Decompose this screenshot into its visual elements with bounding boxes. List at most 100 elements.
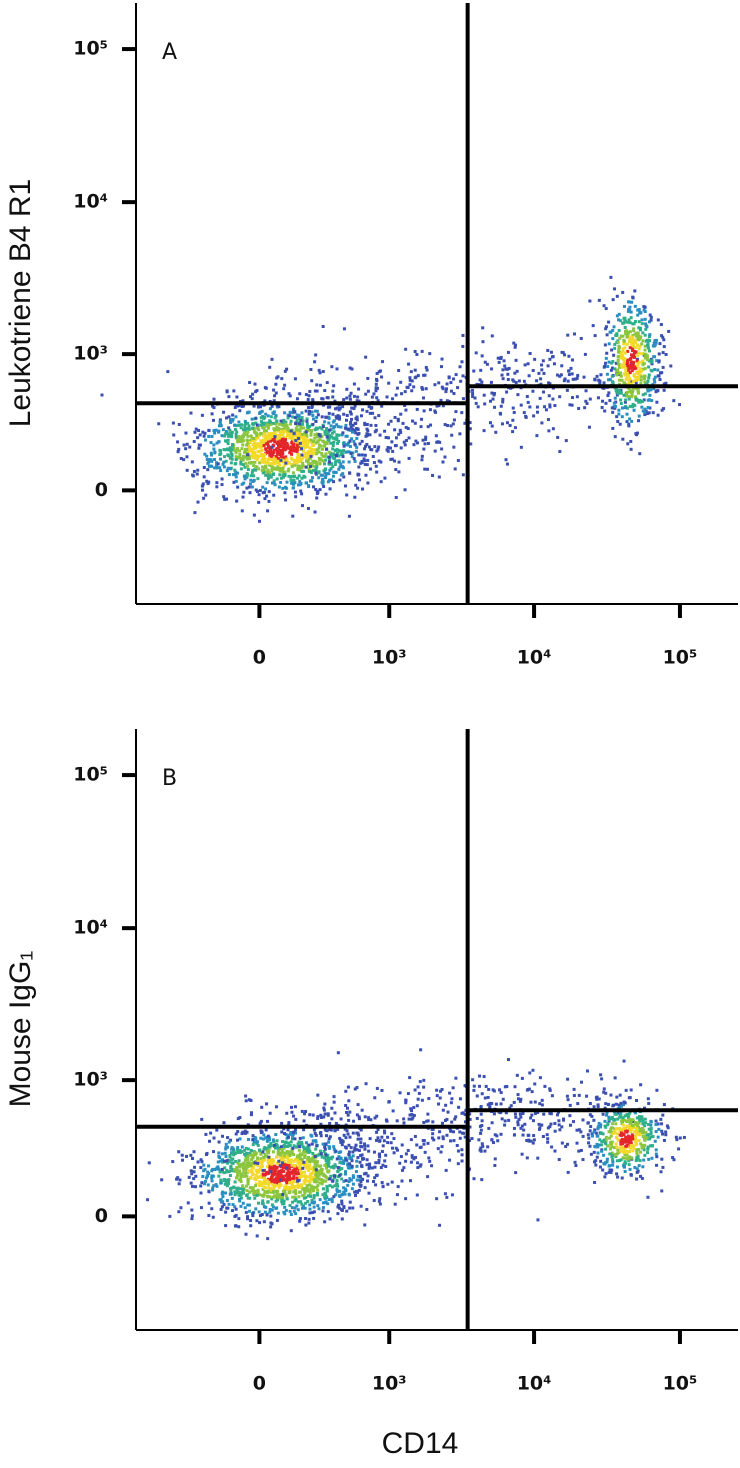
event-dot — [307, 467, 311, 471]
event-dot — [490, 1138, 494, 1142]
event-dot — [638, 367, 642, 371]
event-dot — [239, 1163, 243, 1167]
event-dot — [242, 1170, 246, 1174]
event-dot — [302, 1196, 306, 1200]
event-dot — [273, 483, 277, 487]
event-dot — [427, 1097, 431, 1101]
event-dot — [237, 1169, 241, 1173]
event-dot — [409, 1138, 413, 1142]
event-dot — [347, 1164, 351, 1168]
event-dot — [345, 1110, 349, 1114]
event-dot — [480, 380, 484, 384]
event-dot — [323, 1112, 327, 1116]
event-dot — [631, 342, 635, 346]
event-dot — [653, 340, 657, 344]
event-dot — [348, 1110, 352, 1114]
event-dot — [333, 1184, 337, 1188]
event-dot — [327, 439, 331, 443]
event-dot — [332, 1145, 336, 1149]
event-dot — [620, 1104, 624, 1108]
event-dot — [475, 1116, 479, 1120]
event-dot — [258, 519, 262, 523]
event-dot — [531, 1119, 535, 1123]
event-dot — [637, 1125, 641, 1129]
event-dot — [611, 337, 615, 341]
event-dot — [602, 304, 606, 308]
event-dot — [308, 389, 312, 393]
event-dot — [268, 1166, 272, 1170]
event-dot — [444, 387, 448, 391]
event-dot — [177, 447, 181, 451]
event-dot — [253, 1176, 257, 1180]
event-dot — [336, 1184, 340, 1188]
event-dot — [577, 1128, 581, 1132]
event-dot — [586, 1069, 590, 1073]
event-dot — [624, 367, 628, 371]
event-dot — [269, 453, 273, 457]
event-dot — [243, 477, 247, 481]
event-dot — [389, 457, 393, 461]
event-dot — [634, 346, 638, 350]
event-dot — [503, 1123, 507, 1127]
event-dot — [622, 1156, 626, 1160]
event-dot — [546, 1137, 550, 1141]
event-dot — [297, 1195, 301, 1199]
event-dot — [190, 1184, 194, 1188]
event-dot — [286, 1157, 290, 1161]
event-dot — [647, 1127, 651, 1131]
event-dot — [246, 1203, 250, 1207]
event-dot — [290, 474, 294, 478]
event-dot — [276, 427, 280, 431]
event-dot — [254, 1173, 258, 1177]
event-dot — [223, 1151, 227, 1155]
event-dot — [548, 1087, 552, 1091]
event-dot — [633, 289, 637, 293]
event-dot — [558, 450, 562, 454]
event-dot — [662, 1103, 666, 1107]
event-dot — [654, 1130, 658, 1134]
event-dot — [621, 357, 625, 361]
event-dot — [227, 1202, 231, 1206]
event-dot — [478, 1074, 482, 1078]
event-dot — [289, 1158, 293, 1162]
event-dot — [490, 424, 494, 428]
event-dot — [291, 486, 295, 490]
event-dot — [621, 1140, 625, 1144]
event-dot — [321, 397, 325, 401]
event-dot — [613, 396, 617, 400]
event-dot — [528, 1071, 532, 1075]
event-dot — [481, 340, 485, 344]
event-dot — [272, 1194, 276, 1198]
event-dot — [340, 1217, 344, 1221]
event-dot — [319, 1167, 323, 1171]
event-dot — [275, 447, 279, 451]
event-dot — [610, 1151, 614, 1155]
event-dot — [306, 457, 310, 461]
event-dot — [310, 428, 314, 432]
event-dot — [655, 359, 659, 363]
event-dot — [605, 1111, 609, 1115]
event-dot — [412, 443, 416, 447]
event-dot — [635, 1152, 639, 1156]
event-dot — [276, 1180, 280, 1184]
event-dot — [189, 1153, 193, 1157]
event-dot — [430, 1127, 434, 1131]
event-dot — [630, 1156, 634, 1160]
event-dot — [630, 347, 634, 351]
event-dot — [413, 376, 417, 380]
event-dot — [360, 1108, 364, 1112]
event-dot — [339, 1117, 343, 1121]
event-dot — [309, 1184, 313, 1188]
event-dot — [403, 488, 407, 492]
event-dot — [321, 324, 325, 328]
event-dot — [452, 418, 456, 422]
event-dot — [621, 1146, 625, 1150]
event-dot — [614, 1127, 618, 1131]
event-dot — [319, 1152, 323, 1156]
event-dot — [519, 403, 523, 407]
event-dot — [613, 404, 617, 408]
event-dot — [293, 490, 297, 494]
event-dot — [241, 1184, 245, 1188]
event-dot — [625, 320, 629, 324]
event-dot — [273, 1180, 277, 1184]
